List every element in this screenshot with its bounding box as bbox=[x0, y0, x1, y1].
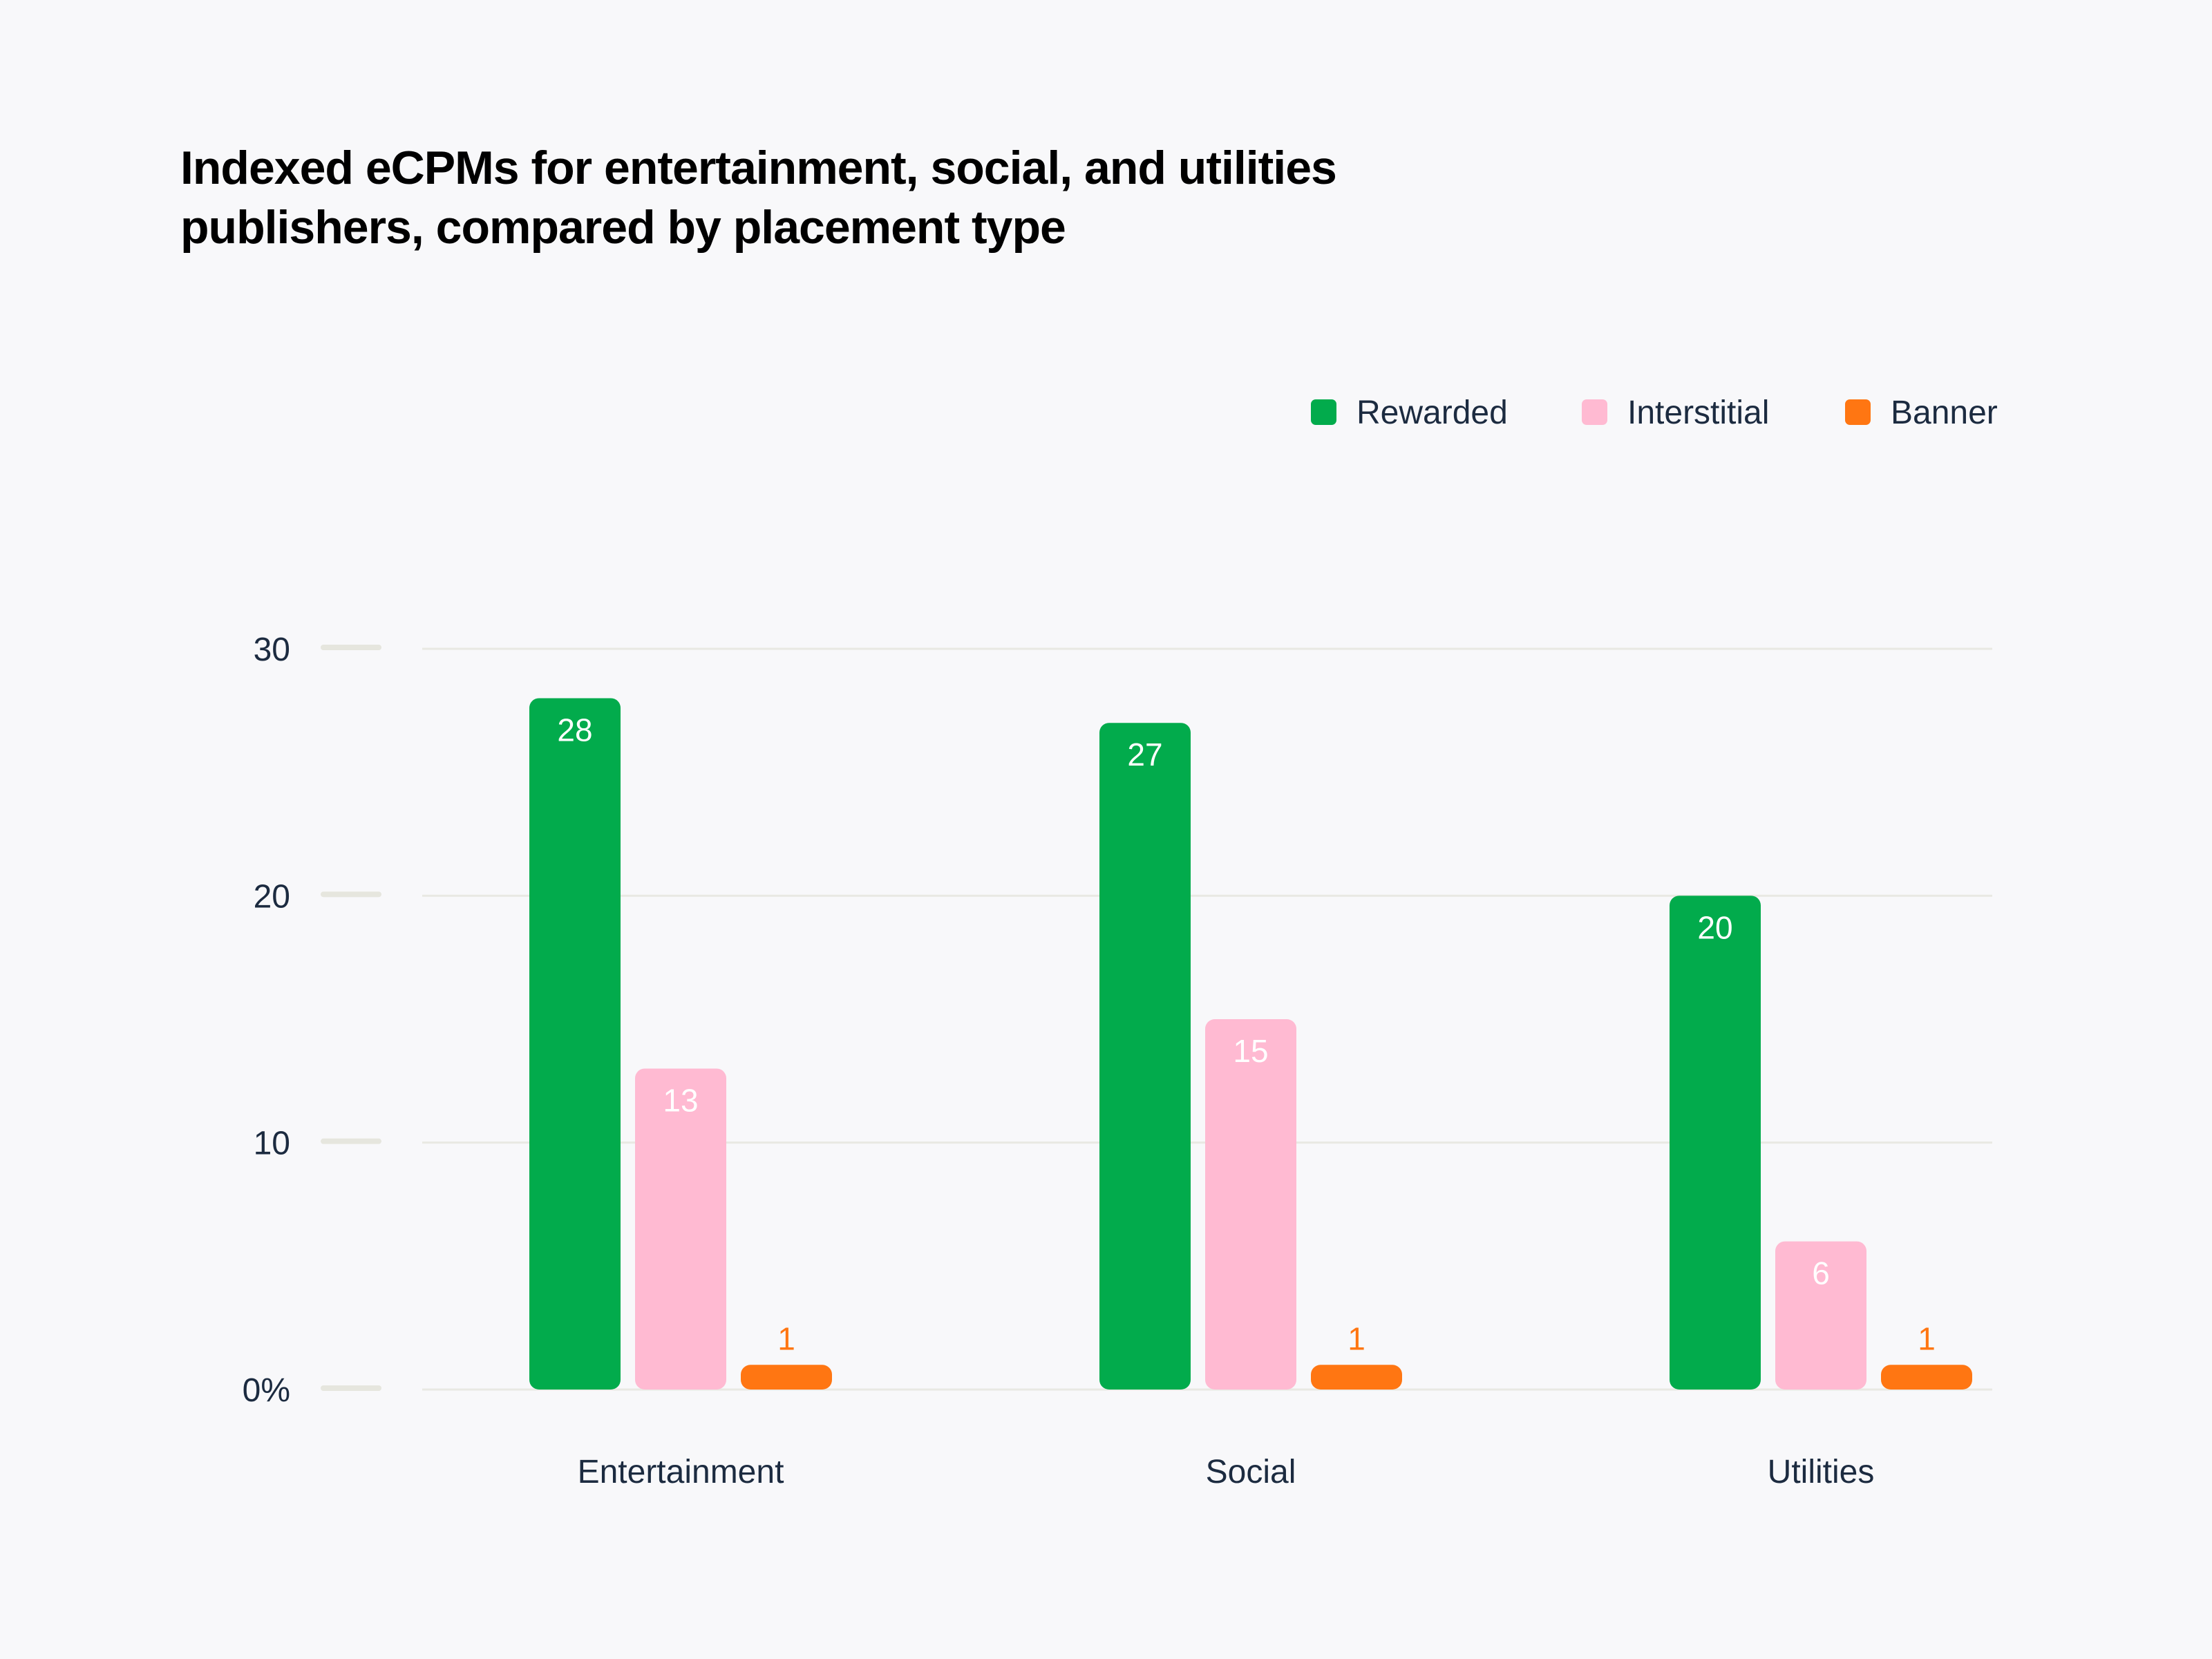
legend-swatch-rewarded bbox=[1311, 399, 1336, 425]
data-label: 15 bbox=[1233, 1033, 1268, 1069]
y-tick-label: 10 bbox=[254, 1126, 290, 1162]
bar-rewarded-utilities bbox=[1670, 895, 1761, 1390]
data-label: 1 bbox=[777, 1320, 795, 1356]
data-label: 6 bbox=[1812, 1255, 1830, 1291]
data-label: 1 bbox=[1348, 1320, 1365, 1356]
legend-swatch-interstitial bbox=[1582, 399, 1607, 425]
legend-swatch-banner bbox=[1845, 399, 1871, 425]
y-tick-label: 30 bbox=[254, 632, 290, 668]
data-label: 27 bbox=[1127, 737, 1162, 772]
bars: 28 13 1 27 15 1 20 6 1 bbox=[529, 698, 1972, 1390]
legend: Rewarded Interstitial Banner bbox=[1311, 395, 1998, 431]
bar-banner-entertainment bbox=[741, 1365, 832, 1390]
y-axis: 0% 10 20 30 bbox=[243, 632, 381, 1409]
chart-title-line-2: publishers, compared by placement type bbox=[180, 201, 1066, 254]
bar-rewarded-social bbox=[1099, 723, 1191, 1390]
legend-label-rewarded: Rewarded bbox=[1356, 395, 1508, 431]
bar-interstitial-entertainment bbox=[635, 1068, 726, 1390]
data-label: 20 bbox=[1697, 909, 1732, 945]
chart-title-line-1: Indexed eCPMs for entertainment, social,… bbox=[180, 142, 1337, 194]
legend-label-banner: Banner bbox=[1891, 395, 1998, 431]
y-tick-label: 20 bbox=[254, 878, 290, 915]
x-category-label: Utilities bbox=[1768, 1454, 1875, 1490]
chart-title: Indexed eCPMs for entertainment, social,… bbox=[180, 138, 1562, 257]
y-tick-label: 0% bbox=[243, 1372, 290, 1409]
bar-banner-utilities bbox=[1881, 1365, 1972, 1390]
x-axis: Entertainment Social Utilities bbox=[578, 1454, 1875, 1490]
data-label: 28 bbox=[557, 712, 592, 748]
bar-rewarded-entertainment bbox=[529, 698, 621, 1390]
x-category-label: Social bbox=[1206, 1454, 1296, 1490]
data-label: 1 bbox=[1918, 1320, 1936, 1356]
bar-banner-social bbox=[1311, 1365, 1402, 1390]
bar-interstitial-utilities bbox=[1775, 1241, 1866, 1390]
x-category-label: Entertainment bbox=[578, 1454, 784, 1490]
data-label: 13 bbox=[663, 1082, 698, 1118]
legend-label-interstitial: Interstitial bbox=[1627, 395, 1769, 431]
bar-interstitial-social bbox=[1205, 1019, 1296, 1390]
